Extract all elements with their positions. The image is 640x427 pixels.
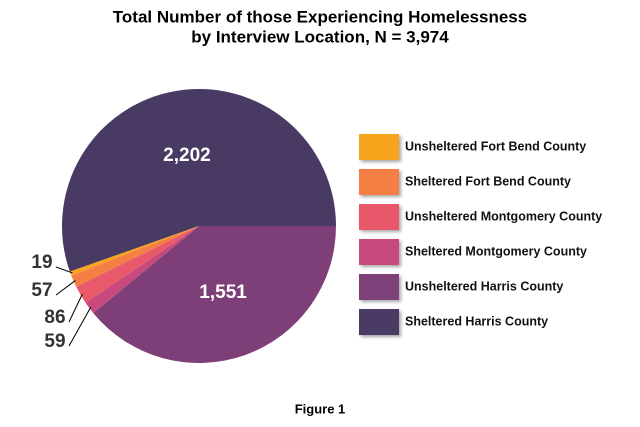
legend-swatch bbox=[359, 204, 399, 230]
legend-swatch bbox=[359, 274, 399, 300]
legend-label: Sheltered Fort Bend County bbox=[405, 174, 571, 188]
leader-line bbox=[68, 306, 92, 347]
data-label: 59 bbox=[44, 331, 65, 352]
pie-slice bbox=[61, 88, 336, 272]
legend-swatch bbox=[359, 239, 399, 265]
legend-label: Unsheltered Harris County bbox=[405, 279, 563, 293]
legend-label: Unsheltered Fort Bend County bbox=[405, 139, 586, 153]
legend-swatch bbox=[359, 134, 399, 160]
data-label: 86 bbox=[44, 307, 65, 328]
pie-slice bbox=[93, 226, 336, 363]
pie-slice bbox=[85, 226, 199, 314]
pie-slice bbox=[71, 226, 199, 287]
legend-label: Sheltered Montgomery County bbox=[405, 244, 587, 258]
pie-slice bbox=[76, 226, 199, 303]
data-label: 2,202 bbox=[163, 145, 211, 166]
pie-slice bbox=[69, 226, 199, 276]
chart-title: Total Number of those Experiencing Homel… bbox=[113, 7, 527, 26]
leader-line bbox=[55, 280, 76, 296]
caption: Figure 1 bbox=[295, 401, 346, 416]
leader-line bbox=[55, 266, 73, 274]
leader-line bbox=[68, 293, 83, 323]
chart-title: by Interview Location, N = 3,974 bbox=[191, 27, 449, 46]
data-label: 57 bbox=[31, 280, 52, 301]
legend-label: Sheltered Harris County bbox=[405, 314, 548, 328]
legend-swatch bbox=[359, 169, 399, 195]
data-label: 19 bbox=[31, 252, 52, 273]
legend-swatch bbox=[359, 309, 399, 335]
data-label: 1,551 bbox=[199, 282, 247, 303]
legend-label: Unsheltered Montgomery County bbox=[405, 209, 602, 223]
